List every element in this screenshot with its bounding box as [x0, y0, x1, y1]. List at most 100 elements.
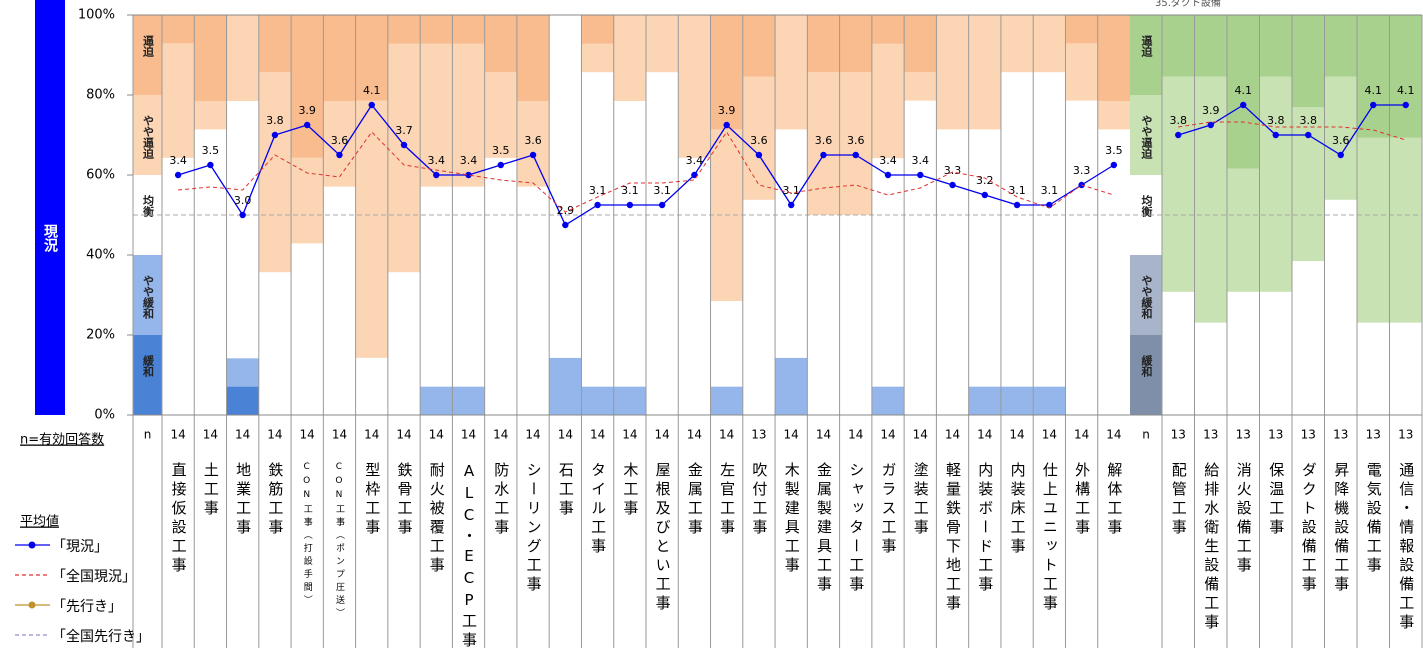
data-label: 3.1: [589, 184, 607, 197]
key-label: やや逼迫: [142, 115, 156, 160]
line-marker: [271, 131, 279, 139]
bar-segment: [516, 15, 550, 101]
bar-segment: [904, 72, 937, 101]
n-value: 14: [784, 428, 799, 442]
x-tick-label: 消火設備工事: [1235, 462, 1253, 576]
y-tick-label: 40%: [86, 248, 115, 263]
n-value: 13: [1171, 428, 1186, 442]
data-label: 4.1: [1365, 84, 1383, 97]
bar-segment: [807, 15, 840, 73]
line-marker: [1240, 101, 1247, 109]
legend-label: 「先行き」: [52, 599, 122, 615]
data-label: 3.1: [653, 184, 671, 197]
line-marker: [981, 191, 988, 199]
data-label: 3.3: [944, 164, 962, 177]
data-label: 3.5: [202, 144, 220, 157]
bar-segment: [1194, 322, 1227, 415]
bar-segment: [742, 15, 776, 77]
x-tick-label: 吹付工事: [750, 462, 768, 538]
x-tick-label: 電気設備工事: [1365, 462, 1383, 576]
data-label: 4.1: [1235, 84, 1253, 97]
bar-segment: [194, 15, 227, 101]
data-label: 3.1: [1008, 184, 1026, 197]
n-value: 13: [1333, 428, 1348, 442]
x-tick-label: 塗装工事: [912, 461, 930, 538]
bar-segment: [226, 386, 259, 415]
bar-segment: [452, 43, 485, 187]
bar-segment: [871, 386, 905, 415]
data-label: 3.9: [298, 104, 316, 117]
y-tick-label: 100%: [78, 8, 115, 23]
line-marker: [1272, 131, 1279, 139]
line-marker: [1175, 131, 1182, 139]
key-label: やや逼迫: [1140, 115, 1154, 160]
x-tick-label: 鉄骨工事: [396, 462, 414, 538]
data-label: 3.5: [492, 144, 510, 157]
bar-segment: [258, 15, 292, 73]
n-value: 13: [1268, 428, 1283, 442]
data-label: 3.1: [1041, 184, 1059, 197]
n-value: 14: [461, 428, 476, 442]
legend-label: 「全国現況」: [52, 568, 136, 585]
key-band: [133, 335, 162, 415]
line-marker: [562, 221, 569, 229]
bar-segment: [742, 76, 776, 200]
line-marker: [174, 171, 182, 179]
n-value: 14: [719, 428, 734, 442]
line-marker: [691, 171, 698, 179]
n-value: 13: [751, 428, 766, 442]
bar-segment: [646, 72, 679, 415]
bar-segment: [968, 386, 1001, 415]
x-tick-label: 昇降機設備工事: [1332, 462, 1350, 595]
legend-marker: [28, 541, 36, 549]
key-label: 均衡: [142, 194, 155, 218]
side-band: [35, 0, 65, 415]
data-label: 3.6: [1332, 134, 1350, 147]
data-label: 3.6: [750, 134, 768, 147]
bar-segment: [258, 72, 292, 273]
x-tick-label: 仕上ユニット工事: [1041, 462, 1059, 614]
n-label: n: [1142, 428, 1150, 442]
data-label: 3.8: [1300, 114, 1318, 127]
data-label: 3.6: [331, 134, 349, 147]
line-marker: [465, 171, 472, 179]
data-label: 3.5: [1105, 144, 1123, 157]
bar-segment: [226, 15, 259, 101]
key-label: 逼迫: [142, 35, 156, 58]
bar-segment: [452, 386, 485, 415]
line-marker: [852, 151, 859, 159]
key-label: 緩和: [1140, 354, 1153, 378]
data-label: 3.7: [395, 124, 413, 137]
bar-segment: [1357, 137, 1390, 323]
bar-segment: [775, 15, 808, 130]
key-band: [133, 255, 162, 335]
bar-segment: [775, 357, 808, 415]
line-marker: [400, 141, 408, 149]
bar-segment: [1097, 101, 1130, 130]
y-tick-label: 60%: [86, 168, 115, 183]
bar-segment: [194, 101, 227, 130]
x-tick-label: 給排水衛生設備工事: [1202, 462, 1220, 633]
n-value: 14: [816, 428, 831, 442]
line-marker: [884, 171, 892, 179]
n-value: 14: [558, 428, 573, 442]
n-value: 14: [913, 428, 928, 442]
line-marker: [433, 171, 440, 179]
bar-segment: [1000, 386, 1034, 415]
x-tick-label: 軽量鉄骨下地工事: [944, 462, 962, 614]
bar-segment: [1357, 322, 1390, 415]
n-value: 14: [848, 428, 863, 442]
n-value: 13: [1366, 428, 1381, 442]
line: [178, 131, 1115, 213]
line-marker: [336, 151, 343, 159]
legend-title: 平均値: [20, 514, 59, 530]
line-marker: [529, 151, 537, 159]
bar-segment: [839, 15, 872, 73]
data-label: 3.2: [976, 174, 994, 187]
x-tick-label: 解体工事: [1105, 462, 1123, 538]
x-tick-label: 通信・情報設備工事: [1397, 462, 1415, 633]
bar-segment: [742, 199, 776, 415]
n-label: n: [144, 428, 152, 442]
bar-segment: [1194, 15, 1227, 77]
